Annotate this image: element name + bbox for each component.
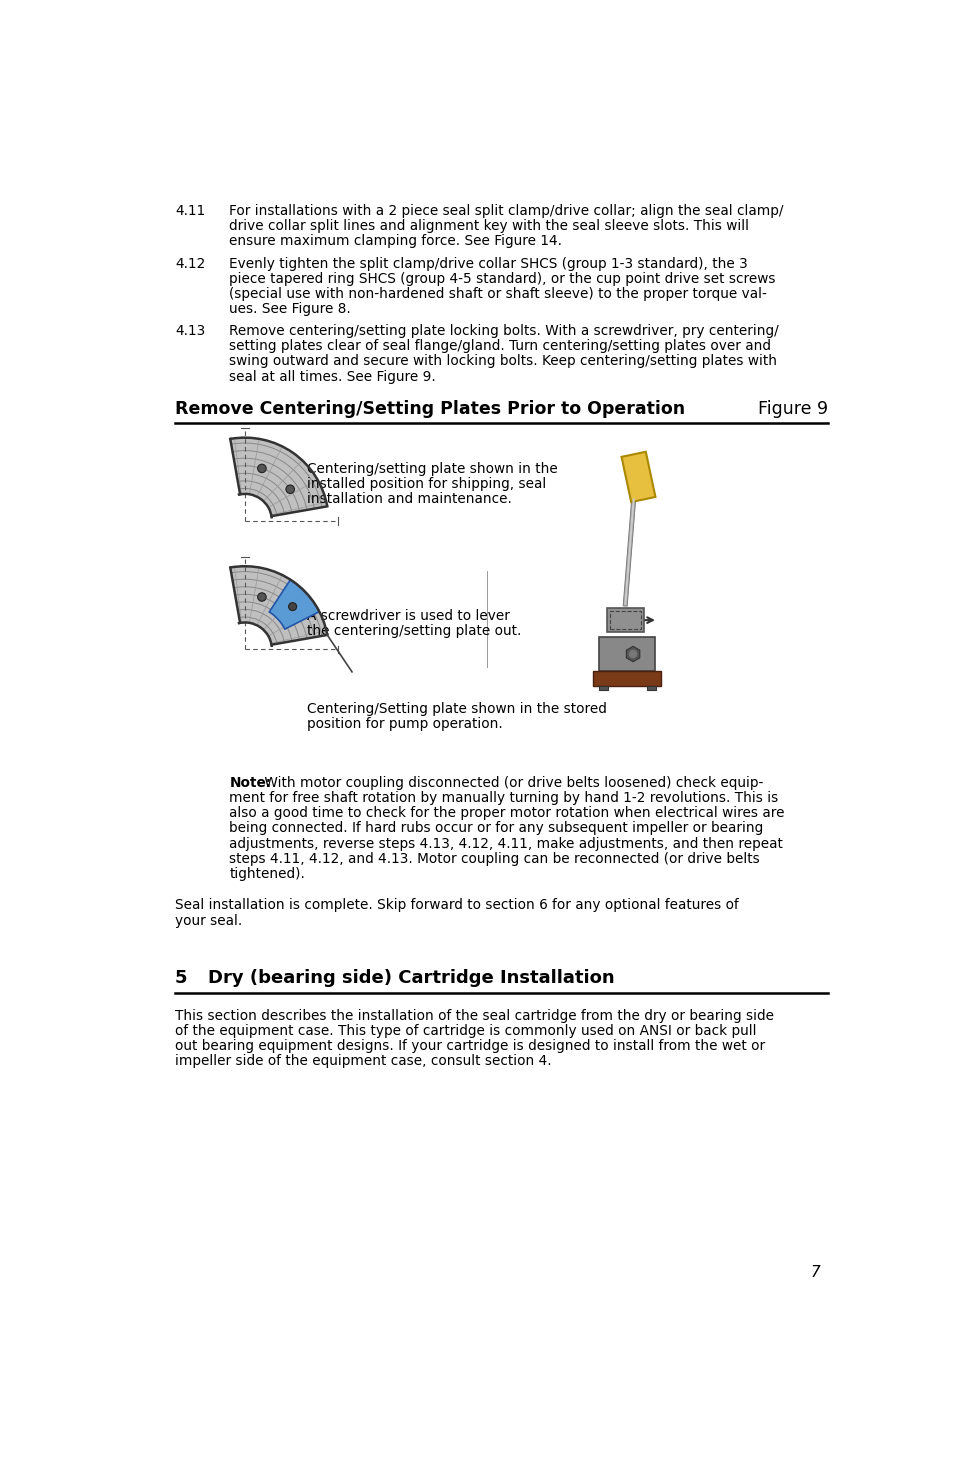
Text: 4.12: 4.12: [174, 257, 205, 271]
Bar: [592, 671, 660, 686]
Text: Figure 9: Figure 9: [758, 400, 827, 417]
Text: This section describes the installation of the seal cartridge from the dry or be: This section describes the installation …: [174, 1009, 773, 1022]
Text: the centering/setting plate out.: the centering/setting plate out.: [307, 624, 520, 639]
Polygon shape: [626, 646, 639, 662]
Text: Note:: Note:: [229, 776, 272, 791]
Text: installed position for shipping, seal: installed position for shipping, seal: [307, 476, 545, 491]
Polygon shape: [230, 438, 327, 516]
Bar: [609, 611, 640, 630]
Text: swing outward and secure with locking bolts. Keep centering/setting plates with: swing outward and secure with locking bo…: [229, 354, 777, 369]
Text: With motor coupling disconnected (or drive belts loosened) check equip-: With motor coupling disconnected (or dri…: [260, 776, 762, 791]
Polygon shape: [230, 566, 327, 645]
Text: 5: 5: [174, 969, 188, 987]
Text: ment for free shaft rotation by manually turning by hand 1-2 revolutions. This i: ment for free shaft rotation by manually…: [229, 792, 778, 805]
Text: Dry (bearing side) Cartridge Installation: Dry (bearing side) Cartridge Installatio…: [208, 969, 614, 987]
Text: For installations with a 2 piece seal split clamp/drive collar; align the seal c: For installations with a 2 piece seal sp…: [229, 204, 783, 218]
Text: 7: 7: [810, 1266, 820, 1280]
Circle shape: [288, 603, 296, 611]
Text: (special use with non-hardened shaft or shaft sleeve) to the proper torque val-: (special use with non-hardened shaft or …: [229, 286, 766, 301]
Text: also a good time to check for the proper motor rotation when electrical wires ar: also a good time to check for the proper…: [229, 807, 784, 820]
Text: impeller side of the equipment case, consult section 4.: impeller side of the equipment case, con…: [174, 1053, 551, 1068]
Text: position for pump operation.: position for pump operation.: [307, 717, 502, 730]
Circle shape: [286, 485, 294, 494]
Bar: [598, 637, 654, 671]
Text: steps 4.11, 4.12, and 4.13. Motor coupling can be reconnected (or drive belts: steps 4.11, 4.12, and 4.13. Motor coupli…: [229, 851, 760, 866]
Text: adjustments, reverse steps 4.13, 4.12, 4.11, make adjustments, and then repeat: adjustments, reverse steps 4.13, 4.12, 4…: [229, 836, 782, 851]
Text: setting plates clear of seal flange/gland. Turn centering/setting plates over an: setting plates clear of seal flange/glan…: [229, 339, 770, 354]
Text: being connected. If hard rubs occur or for any subsequent impeller or bearing: being connected. If hard rubs occur or f…: [229, 822, 762, 835]
Text: Seal installation is complete. Skip forward to section 6 for any optional featur: Seal installation is complete. Skip forw…: [174, 898, 738, 913]
Circle shape: [257, 465, 266, 472]
Text: Centering/setting plate shown in the: Centering/setting plate shown in the: [307, 462, 557, 475]
Text: installation and maintenance.: installation and maintenance.: [307, 491, 511, 506]
Bar: [598, 686, 608, 690]
Text: ensure maximum clamping force. See Figure 14.: ensure maximum clamping force. See Figur…: [229, 235, 561, 248]
Text: out bearing equipment designs. If your cartridge is designed to install from the: out bearing equipment designs. If your c…: [174, 1038, 764, 1053]
Text: piece tapered ring SHCS (group 4-5 standard), or the cup point drive set screws: piece tapered ring SHCS (group 4-5 stand…: [229, 271, 775, 286]
Text: A screwdriver is used to lever: A screwdriver is used to lever: [307, 609, 509, 624]
Text: drive collar split lines and alignment key with the seal sleeve slots. This will: drive collar split lines and alignment k…: [229, 218, 748, 233]
Text: Remove Centering/Setting Plates Prior to Operation: Remove Centering/Setting Plates Prior to…: [174, 400, 684, 417]
Text: Evenly tighten the split clamp/drive collar SHCS (group 1-3 standard), the 3: Evenly tighten the split clamp/drive col…: [229, 257, 747, 271]
Text: 4.13: 4.13: [174, 324, 205, 338]
Polygon shape: [269, 580, 319, 630]
Text: Remove centering/setting plate locking bolts. With a screwdriver, pry centering/: Remove centering/setting plate locking b…: [229, 324, 779, 338]
Circle shape: [257, 593, 266, 602]
Text: tightened).: tightened).: [229, 866, 305, 881]
Bar: [606, 608, 643, 633]
Text: Centering/Setting plate shown in the stored: Centering/Setting plate shown in the sto…: [307, 702, 606, 715]
Text: 4.11: 4.11: [174, 204, 205, 218]
Bar: [646, 686, 656, 690]
Text: seal at all times. See Figure 9.: seal at all times. See Figure 9.: [229, 370, 436, 384]
Text: of the equipment case. This type of cartridge is commonly used on ANSI or back p: of the equipment case. This type of cart…: [174, 1024, 756, 1037]
Circle shape: [628, 649, 637, 659]
Text: ues. See Figure 8.: ues. See Figure 8.: [229, 302, 351, 316]
Polygon shape: [621, 451, 655, 502]
Text: your seal.: your seal.: [174, 913, 242, 928]
